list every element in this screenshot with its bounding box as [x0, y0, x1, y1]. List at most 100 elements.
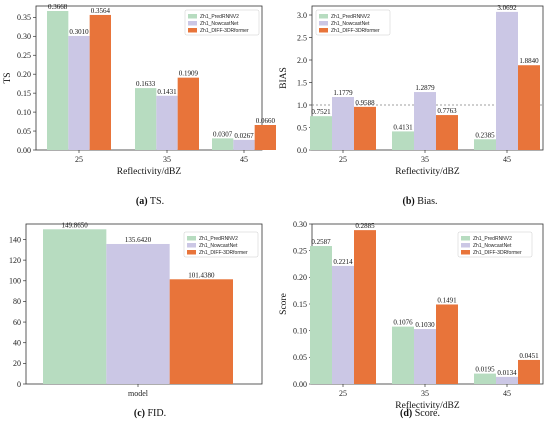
data-label: 0.9588 — [355, 99, 375, 107]
legend-box — [457, 231, 533, 258]
bar — [332, 265, 354, 384]
caption-text: Bias. — [415, 196, 438, 207]
x-axis-label: Reflectivity/dBZ — [395, 166, 460, 177]
legend: Zh1_PredRNNV2Zh1_NowcastNetZh1_DIFF-3DRf… — [315, 9, 391, 36]
legend: Zh1_PredRNNV2Zh1_NowcastNetZh1_DIFF-3DRf… — [457, 231, 533, 258]
legend-entry: Zh1_DIFF-3DRformer — [331, 28, 380, 34]
y-tick-label: 0.20 — [17, 70, 31, 79]
y-tick-label: 0.15 — [17, 89, 31, 98]
bar — [89, 14, 111, 150]
legend-box — [184, 9, 260, 36]
legend-entry: Zh1_NowcastNet — [473, 243, 512, 249]
bar — [392, 131, 414, 150]
bar — [436, 304, 458, 384]
y-tick-label: 0.5 — [297, 123, 307, 132]
data-label: 0.0195 — [475, 366, 495, 374]
legend: Zh1_PredRNNV2Zh1_NowcastNetZh1_DIFF-3DRf… — [184, 9, 260, 36]
x-tick-label: 45 — [240, 155, 248, 164]
x-axis-label: Reflectivity/dBZ — [117, 166, 182, 177]
y-tick-label: 1.5 — [297, 78, 307, 87]
y-tick-label: 0.05 — [293, 353, 307, 362]
y-tick-label: 0.00 — [293, 380, 307, 389]
x-tick-label: model — [128, 389, 149, 398]
legend-swatch — [188, 28, 197, 33]
legend-entry: Zh1_PredRNNV2 — [200, 14, 239, 20]
panel-caption: (b) Bias. — [402, 196, 437, 207]
x-tick-label: 45 — [503, 389, 511, 398]
data-label: 1.1779 — [333, 89, 353, 97]
y-tick-label: 2.0 — [297, 56, 307, 65]
x-tick-label: 35 — [421, 389, 429, 398]
y-tick-label: 2.5 — [297, 33, 307, 42]
y-tick-label: 0.25 — [293, 246, 307, 255]
chart-panel-1: 0.00 0.05 0.10 0.15 0.20 0.25 0.30 0.35 0.3668 0.… — [3, 3, 276, 207]
x-tick-label: 45 — [503, 155, 511, 164]
bar — [310, 246, 332, 384]
data-label: 0.1491 — [437, 296, 457, 304]
data-label: 0.2214 — [333, 258, 353, 266]
y-tick-label: 3.0 — [297, 11, 307, 20]
y-axis-label: FID — [0, 296, 3, 311]
data-label: 0.3668 — [48, 3, 68, 11]
legend-entry: Zh1_PredRNNV2 — [331, 14, 370, 20]
data-label: 0.0267 — [234, 132, 254, 140]
y-tick-label: 100 — [9, 277, 21, 286]
legend-entry: Zh1_DIFF-3DRformer — [199, 250, 248, 256]
bar — [354, 230, 376, 384]
data-label: 0.3010 — [69, 28, 89, 36]
bar — [156, 95, 178, 150]
bar — [474, 139, 496, 150]
panel-caption: (c) FID. — [134, 408, 166, 419]
legend: Zh1_PredRNNV2Zh1_NowcastNetZh1_DIFF-3DRf… — [183, 231, 259, 258]
legend-entry: Zh1_DIFF-3DRformer — [200, 28, 249, 34]
y-tick-label: 0.00 — [17, 146, 31, 155]
data-label: 0.0134 — [497, 369, 517, 377]
bar — [496, 11, 518, 150]
legend-swatch — [461, 250, 470, 255]
y-tick-label: 0.30 — [293, 220, 307, 229]
data-label: 101.4380 — [188, 271, 215, 279]
data-label: 0.2587 — [311, 238, 331, 246]
y-axis-label: TS — [3, 72, 13, 83]
data-label: 0.2385 — [475, 131, 495, 139]
caption-label: (a) — [136, 196, 148, 207]
y-tick-label: 0.30 — [17, 32, 31, 41]
y-axis-label: Score — [279, 293, 289, 315]
data-label: 0.1076 — [393, 319, 413, 327]
bar — [212, 138, 234, 150]
bar — [518, 359, 540, 384]
legend-swatch — [188, 14, 197, 19]
y-tick-label: 0.10 — [17, 108, 31, 117]
data-label: 149.8650 — [62, 221, 89, 229]
y-tick-label: 60 — [13, 318, 21, 327]
data-label: 0.4131 — [393, 123, 413, 131]
bar — [332, 96, 354, 150]
data-label: 3.0692 — [497, 4, 517, 12]
data-label: 0.0660 — [256, 117, 276, 125]
caption-label: (d) — [400, 408, 412, 419]
bar — [414, 329, 436, 384]
bar — [68, 35, 90, 150]
y-tick-label: 120 — [9, 256, 21, 265]
y-tick-label: 0.20 — [293, 273, 307, 282]
y-tick-label: 0.0 — [297, 146, 307, 155]
bar — [47, 11, 69, 150]
y-tick-label: 0 — [17, 380, 21, 389]
legend-box — [183, 231, 259, 258]
caption-label: (c) — [134, 408, 145, 419]
legend-entry: Zh1_NowcastNet — [331, 21, 370, 27]
x-tick-label: 25 — [75, 155, 83, 164]
legend-swatch — [319, 14, 328, 19]
data-label: 0.3564 — [91, 7, 111, 15]
y-axis-label: BIAS — [279, 67, 289, 89]
y-tick-label: 0.05 — [17, 127, 31, 136]
bar — [392, 326, 414, 384]
x-tick-label: 35 — [421, 155, 429, 164]
bar — [177, 77, 199, 150]
bar — [106, 243, 170, 384]
x-tick-label: 25 — [339, 389, 347, 398]
x-tick-label: 35 — [163, 155, 171, 164]
data-label: 0.0451 — [519, 352, 539, 360]
legend-swatch — [461, 243, 470, 248]
